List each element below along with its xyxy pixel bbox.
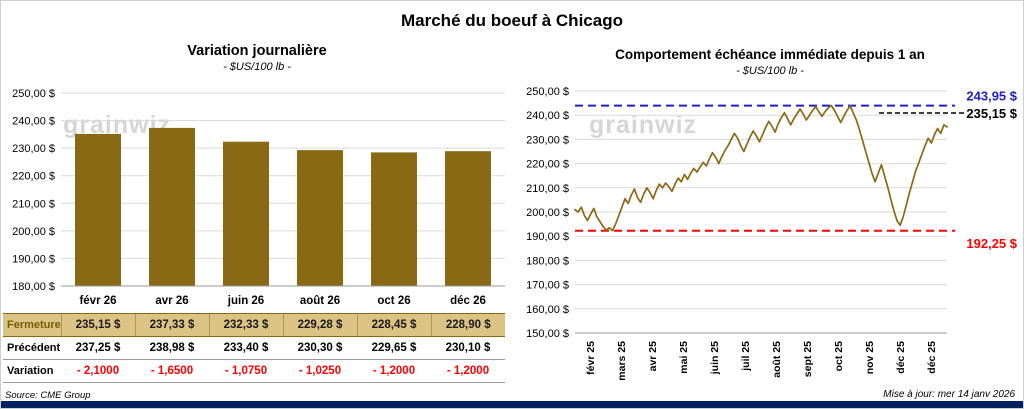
daily-variation-section: Variation journalière - $US/100 lb - 180… — [3, 33, 511, 408]
y-tick-label: 250,00 $ — [526, 86, 569, 98]
footer-bar — [1, 401, 1023, 408]
y-tick-label: 150,00 $ — [526, 328, 569, 340]
price-cell: 229,28 $ — [282, 313, 357, 337]
bar-xaxis-labels: févr 26 avr 26 juin 26 août 26 oct 26 dé… — [3, 295, 505, 307]
bar-chart-title: Variation journalière — [187, 43, 327, 59]
y-tick-label: 160,00 $ — [526, 304, 569, 316]
y-tick-label: 240,00 $ — [526, 110, 569, 122]
bar-chart: 180,00 $ 190,00 $ 200,00 $ 210,00 $ 220,00 $… — [12, 88, 505, 293]
bar — [445, 151, 491, 286]
bar — [75, 133, 121, 286]
price-cell: 235,15 $ — [60, 313, 135, 337]
bar — [223, 141, 269, 286]
y-tick-label: 230,00 $ — [526, 134, 569, 146]
variation-cell: - 2,1000 — [61, 359, 135, 383]
y-tick-label: 250,00 $ — [12, 88, 55, 100]
x-tick-label: avr 25 — [647, 341, 659, 372]
y-tick-label: 240,00 $ — [12, 116, 55, 128]
y-tick-label: 200,00 $ — [526, 207, 569, 219]
variation-cell: - 1,2000 — [431, 359, 505, 383]
x-tick-label: mars 25 — [616, 341, 628, 381]
row-label: Précédent — [3, 336, 61, 360]
source-note: Source: CME Group — [5, 390, 91, 401]
x-tick-label: juil 25 — [740, 341, 752, 372]
bar — [149, 127, 195, 287]
price-line — [574, 104, 948, 232]
price-cell: 237,25 $ — [61, 336, 135, 360]
price-table: Fermeture 235,15 $ 237,33 $ 232,33 $ 229… — [3, 313, 505, 383]
x-tick-label: déc 25 — [926, 341, 938, 374]
line-chart-subtitle: - $US/100 lb - — [736, 65, 804, 77]
page-title: Marché du boeuf à Chicago — [401, 11, 623, 30]
variation-cell: - 1,6500 — [135, 359, 209, 383]
bar — [297, 150, 343, 286]
bar-xlabel: déc 26 — [450, 295, 486, 307]
table-row-variation: Variation - 2,1000 - 1,6500 - 1,0750 - 1… — [3, 359, 505, 383]
last-price-label: 235,15 $ — [966, 106, 1017, 121]
x-tick-label: nov 25 — [864, 341, 876, 374]
x-tick-label: févr 25 — [585, 341, 597, 375]
y-tick-label: 200,00 $ — [12, 226, 55, 238]
variation-cell: - 1,0250 — [283, 359, 357, 383]
price-cell: 232,33 $ — [208, 313, 283, 337]
x-tick-label: sept 25 — [802, 341, 814, 377]
y-tick-label: 210,00 $ — [526, 183, 569, 195]
variation-cell: - 1,0750 — [209, 359, 283, 383]
y-tick-label: 190,00 $ — [526, 231, 569, 243]
y-tick-label: 190,00 $ — [12, 253, 55, 265]
row-label: Fermeture — [3, 313, 61, 337]
x-tick-label: mai 25 — [678, 341, 690, 374]
price-cell: 237,33 $ — [134, 313, 209, 337]
x-tick-label: oct 25 — [833, 341, 845, 372]
x-tick-label: juin 25 — [709, 341, 721, 375]
price-cell: 228,90 $ — [430, 313, 505, 337]
update-note: Mise à jour: mer 14 janv 2026 — [883, 389, 1015, 400]
high-label: 243,95 $ — [966, 89, 1017, 104]
price-cell: 230,30 $ — [283, 336, 357, 360]
bar-xlabel: oct 26 — [377, 295, 411, 307]
bar-xlabel: août 26 — [299, 295, 341, 307]
y-tick-label: 180,00 $ — [12, 281, 55, 293]
y-tick-label: 230,00 $ — [12, 143, 55, 155]
bar-xlabel: févr 26 — [79, 295, 117, 307]
bar-xlabel: avr 26 — [155, 295, 189, 307]
x-tick-label: déc 25 — [895, 341, 907, 374]
low-label: 192,25 $ — [966, 236, 1017, 251]
line-chart: 150,00 $ 160,00 $ 170,00 $ 180,00 $ 190,00 $… — [526, 86, 1018, 381]
table-row-precedent: Précédent 237,25 $ 238,98 $ 233,40 $ 230… — [3, 336, 505, 360]
y-tick-label: 170,00 $ — [526, 280, 569, 292]
row-label: Variation — [3, 359, 61, 383]
y-tick-label: 220,00 $ — [526, 159, 569, 171]
front-month-section: Comportement échéance immédiate depuis 1… — [519, 37, 1021, 407]
price-cell: 233,40 $ — [209, 336, 283, 360]
line-chart-title: Comportement échéance immédiate depuis 1… — [615, 47, 925, 62]
x-tick-label: août 25 — [771, 341, 783, 378]
price-cell: 228,45 $ — [356, 313, 431, 337]
variation-cell: - 1,2000 — [357, 359, 431, 383]
table-row-fermeture: Fermeture 235,15 $ 237,33 $ 232,33 $ 229… — [3, 313, 505, 337]
price-cell: 238,98 $ — [135, 336, 209, 360]
price-cell: 230,10 $ — [431, 336, 505, 360]
bar — [371, 152, 417, 286]
y-tick-label: 210,00 $ — [12, 198, 55, 210]
bar-xlabel: juin 26 — [227, 295, 265, 307]
y-tick-label: 220,00 $ — [12, 171, 55, 183]
y-tick-label: 180,00 $ — [526, 255, 569, 267]
bar-chart-subtitle: - $US/100 lb - — [223, 61, 291, 73]
price-cell: 229,65 $ — [357, 336, 431, 360]
xaxis-spacer — [3, 295, 61, 307]
